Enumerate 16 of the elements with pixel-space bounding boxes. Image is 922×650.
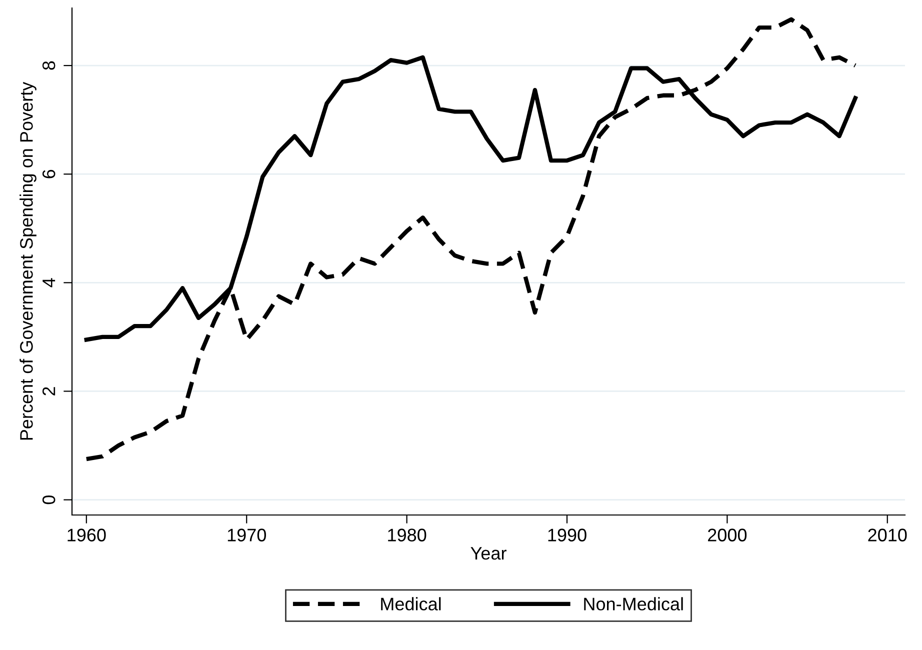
y-tick-label: 0: [42, 495, 56, 504]
y-tick-label: 4: [42, 278, 56, 288]
legend-label: Non-Medical: [584, 597, 683, 610]
line-series: [84, 17, 858, 462]
x-axis-title: Year: [470, 547, 506, 560]
y-tick-label: 8: [42, 61, 56, 70]
x-tick-label: 2000: [708, 528, 747, 542]
x-tick-label: 2010: [868, 528, 907, 542]
x-tick-label: 1980: [388, 528, 426, 542]
legend-label: Medical: [381, 597, 441, 610]
x-tick-label: 1990: [548, 528, 586, 542]
x-tick-label: 1970: [228, 528, 266, 542]
y-tick-label: 6: [42, 170, 56, 178]
x-tick-label: 1960: [68, 528, 106, 542]
y-axis-title: Percent of Government Spending on Poverty: [20, 82, 36, 440]
y-tick-label: 2: [42, 387, 56, 396]
